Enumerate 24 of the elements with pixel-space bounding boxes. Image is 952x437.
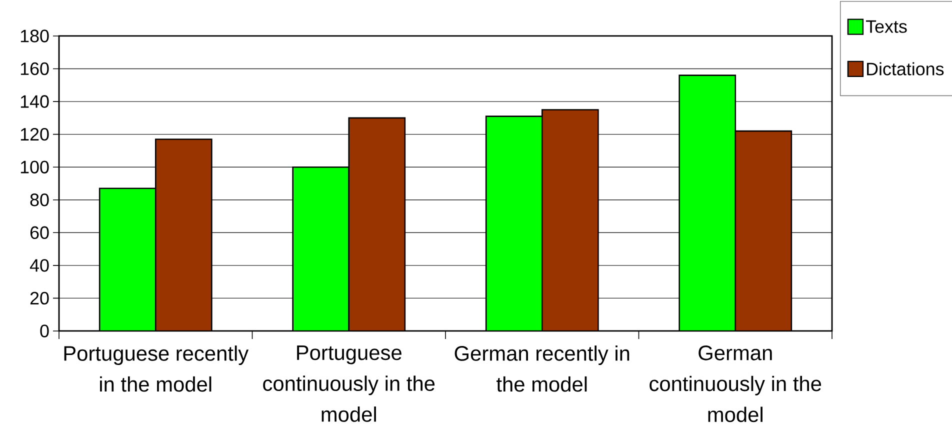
bar [734,130,792,331]
x-tick-label: Portuguese continuously in the model [263,346,435,422]
y-tick-label: 20 [30,292,49,305]
y-tick-label: 40 [30,259,49,272]
bar [98,188,156,331]
legend-label: Texts [866,20,907,33]
x-tick-label: German recently in the model [454,346,630,392]
y-tick-label: 100 [20,160,49,174]
y-tick-label: 140 [20,95,49,108]
y-tick-label: 120 [20,128,49,141]
y-tick-label: 180 [20,30,49,42]
x-tick-label: German continuously in the model [650,346,822,422]
bar [678,74,736,331]
y-tick-label: 60 [30,226,49,239]
legend-label: Dictations [867,62,944,76]
bar [541,109,599,331]
bar [154,138,212,331]
y-tick-label: 160 [20,62,49,76]
bar [348,117,406,331]
x-tick-label: Portuguese recently in the model [64,346,249,392]
y-tick-label: 0 [40,324,49,338]
y-tick-label: 80 [30,194,49,206]
bar [485,116,543,331]
bar [292,166,350,331]
